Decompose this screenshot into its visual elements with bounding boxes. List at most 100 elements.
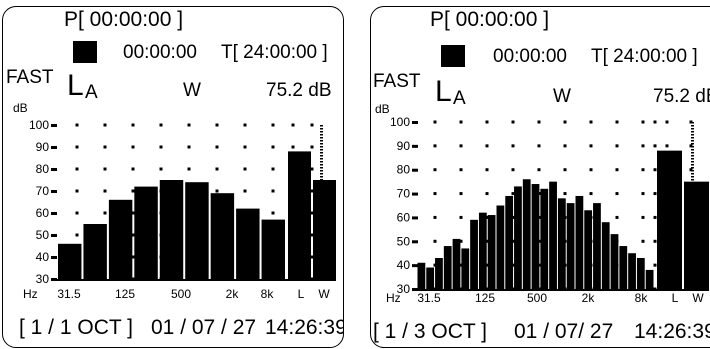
- peak-hold-marker: [320, 152, 323, 154]
- band-bar: [593, 203, 601, 289]
- grid-dot: [310, 211, 314, 215]
- grid-dot: [653, 168, 657, 172]
- measure-subscript: A: [453, 88, 466, 109]
- band-mode: [ 1 / 1 OCT ]: [19, 316, 133, 339]
- peak-hold-marker: [320, 167, 323, 169]
- peak-hold-marker: [691, 122, 694, 124]
- band-bar: [58, 243, 82, 279]
- grid-dot: [131, 211, 135, 215]
- peak-hold-marker: [691, 146, 694, 148]
- peak-hold-marker: [691, 185, 694, 187]
- peak-hold-marker: [691, 131, 694, 133]
- grid-dot: [215, 189, 219, 193]
- grid-dot: [589, 120, 593, 124]
- peak-hold-marker: [320, 140, 323, 142]
- peak-hold-marker: [691, 230, 694, 232]
- y-tick-label: 70: [36, 184, 50, 198]
- y-tick-label: 80: [397, 163, 411, 177]
- frequency-weighting: W: [183, 80, 201, 101]
- grid-dot: [537, 168, 541, 172]
- grid-dot: [485, 168, 489, 172]
- peak-hold-marker: [691, 236, 694, 238]
- x-tick-label: L: [298, 287, 305, 301]
- grid-dot: [75, 167, 79, 171]
- peak-hold-marker: [320, 200, 323, 202]
- peak-hold-marker: [691, 203, 694, 205]
- grid-dot: [665, 120, 669, 124]
- grid-dot: [511, 120, 515, 124]
- grid-dot: [563, 144, 567, 148]
- grid-dot: [75, 189, 79, 193]
- y-tick-mark: [51, 234, 57, 237]
- overall-bar-l: [657, 150, 682, 289]
- grid-dot: [310, 255, 314, 259]
- peak-hold-marker: [320, 206, 323, 208]
- grid-dot: [653, 144, 657, 148]
- grid-dot: [215, 167, 219, 171]
- x-tick-label: 8k: [261, 287, 275, 301]
- y-axis-unit-label: dB: [13, 101, 28, 115]
- band-bar: [584, 210, 593, 289]
- measure-symbol: L: [435, 75, 452, 108]
- band-bar: [108, 199, 133, 279]
- peak-hold-marker: [320, 125, 323, 127]
- x-tick-label: 2k: [226, 287, 240, 301]
- peak-hold-marker: [691, 182, 694, 184]
- peak-hold-marker: [691, 218, 694, 220]
- peak-hold-marker: [691, 200, 694, 202]
- peak-hold-marker: [691, 221, 694, 223]
- grid-dot: [615, 215, 619, 219]
- peak-hold-marker: [320, 179, 323, 181]
- peak-hold-marker: [320, 251, 323, 253]
- grid-dot: [511, 192, 515, 196]
- band-bar: [645, 269, 654, 289]
- peak-hold-marker: [691, 257, 694, 259]
- peak-hold-marker: [691, 227, 694, 229]
- elapsed-time: 00:00:00: [123, 42, 197, 63]
- peak-hold-marker: [320, 242, 323, 244]
- band-bar: [610, 234, 619, 289]
- y-tick-mark: [412, 168, 418, 172]
- y-tick-mark: [51, 124, 57, 127]
- peak-hold-marker: [691, 260, 694, 262]
- y-tick-label: 90: [397, 139, 411, 153]
- y-tick-mark: [412, 192, 418, 196]
- band-bar: [601, 222, 610, 289]
- recording-indicator-icon: [441, 45, 465, 67]
- band-bar: [549, 181, 557, 289]
- grid-dot: [563, 168, 567, 172]
- peak-hold-marker: [691, 170, 694, 172]
- y-tick-mark: [51, 146, 57, 149]
- grid-dot: [103, 211, 107, 215]
- peak-hold-marker: [320, 278, 323, 280]
- peak-hold-marker: [691, 224, 694, 226]
- target-time: T[ 24:00:00 ]: [221, 42, 328, 63]
- grid-dot: [75, 233, 79, 237]
- grid-dot: [653, 192, 657, 196]
- grid-dot: [653, 120, 657, 124]
- y-tick-mark: [412, 264, 418, 268]
- peak-hold-marker: [691, 173, 694, 175]
- band-bar: [83, 224, 107, 279]
- grid-dot: [589, 144, 593, 148]
- x-tick-label: 31.5: [417, 291, 441, 305]
- grid-dot: [511, 168, 515, 172]
- peak-hold-marker: [691, 248, 694, 250]
- peak-hold-marker: [320, 260, 323, 262]
- x-tick-label: W: [318, 287, 330, 301]
- y-tick-mark: [51, 212, 57, 215]
- peak-hold-marker: [691, 155, 694, 157]
- peak-hold-marker: [320, 269, 323, 271]
- y-tick-label: 30: [397, 282, 411, 296]
- peak-hold-marker: [691, 254, 694, 256]
- peak-hold-marker: [320, 230, 323, 232]
- band-bar: [557, 198, 566, 289]
- y-tick-mark: [51, 278, 57, 281]
- grid-dot: [641, 120, 645, 124]
- y-tick-label: 50: [36, 228, 50, 242]
- x-axis-unit-label: Hz: [23, 287, 38, 301]
- grid-dot: [131, 233, 135, 237]
- band-bar: [636, 257, 645, 289]
- grid-dot: [459, 239, 463, 243]
- grid-dot: [159, 123, 163, 127]
